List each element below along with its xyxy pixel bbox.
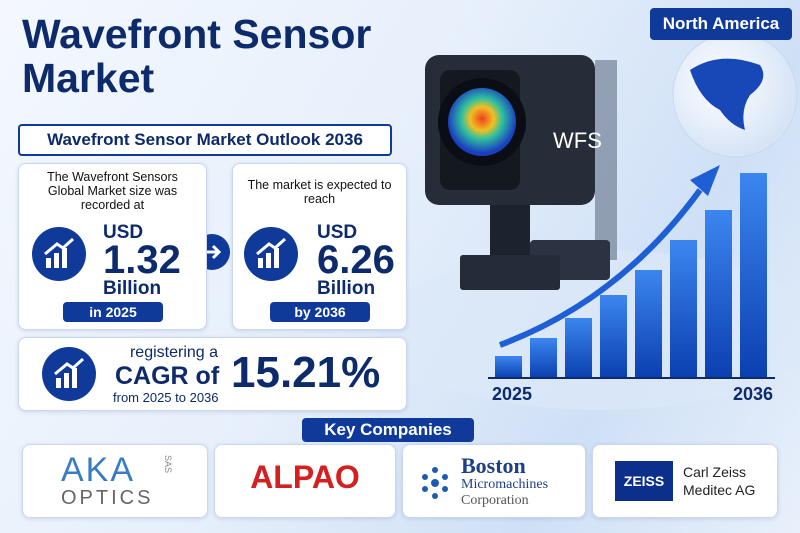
currency: USD [317, 222, 358, 243]
company-name: Carl Zeiss Meditec AG [683, 464, 756, 498]
company-logo: ALPAO [250, 459, 360, 495]
stat-value: 6.26 [317, 238, 395, 282]
company-card: AKA SAS OPTICS [22, 444, 208, 518]
cagr-range: from 2025 to 2036 [113, 390, 219, 405]
stat-intro: The market is expected to reach [247, 178, 392, 206]
company-logo-line: OPTICS [61, 487, 154, 509]
cagr-prefix: registering a [129, 344, 219, 361]
cagr-value: 15.21% [231, 348, 381, 397]
company-card: ALPAO [214, 444, 396, 518]
company-suffix: SAS [163, 455, 173, 474]
company-logo: ZEISS [615, 461, 673, 501]
chart-start-label: 2025 [492, 384, 533, 404]
region-label: North America [650, 8, 792, 40]
cagr-label: CAGR of [115, 362, 220, 390]
company-card: Boston Micromachines Corporation [402, 444, 586, 518]
globe [672, 32, 798, 158]
stat-intro: The Wavefront Sensors Global Market size… [47, 170, 178, 212]
company-card: ZEISS Carl Zeiss Meditec AG [592, 444, 778, 518]
growth-icon [244, 227, 298, 281]
section-title: Key Companies [302, 418, 474, 442]
company-icon [422, 467, 448, 499]
company-logo-line: Corporation [461, 493, 529, 508]
company-logo-line: Micromachines [461, 477, 549, 492]
company-logo: AKA [61, 451, 136, 489]
currency: USD [103, 222, 144, 243]
stat-card: The Wavefront Sensors Global Market size… [18, 163, 207, 330]
stat-value: 1.32 [103, 238, 181, 282]
stat-period: in 2025 [63, 302, 163, 322]
bar-chart-decoration [488, 165, 775, 379]
growth-icon [42, 347, 96, 401]
stat-period: by 2036 [270, 302, 370, 322]
title: Wavefront Sensor Market [22, 11, 372, 101]
subtitle: Wavefront Sensor Market Outlook 2036 [18, 124, 392, 156]
stat-unit: Billion [103, 278, 162, 299]
camera-label: WFS [553, 128, 602, 153]
chart-end-label: 2036 [733, 384, 774, 404]
stat-card: The market is expected to reach USD 6.26… [232, 163, 407, 330]
camera [425, 55, 617, 290]
cagr-card: registering a CAGR of from 2025 to 2036 … [18, 337, 407, 411]
company-logo: Boston [461, 453, 526, 478]
stat-unit: Billion [317, 278, 376, 299]
growth-icon [32, 227, 86, 281]
